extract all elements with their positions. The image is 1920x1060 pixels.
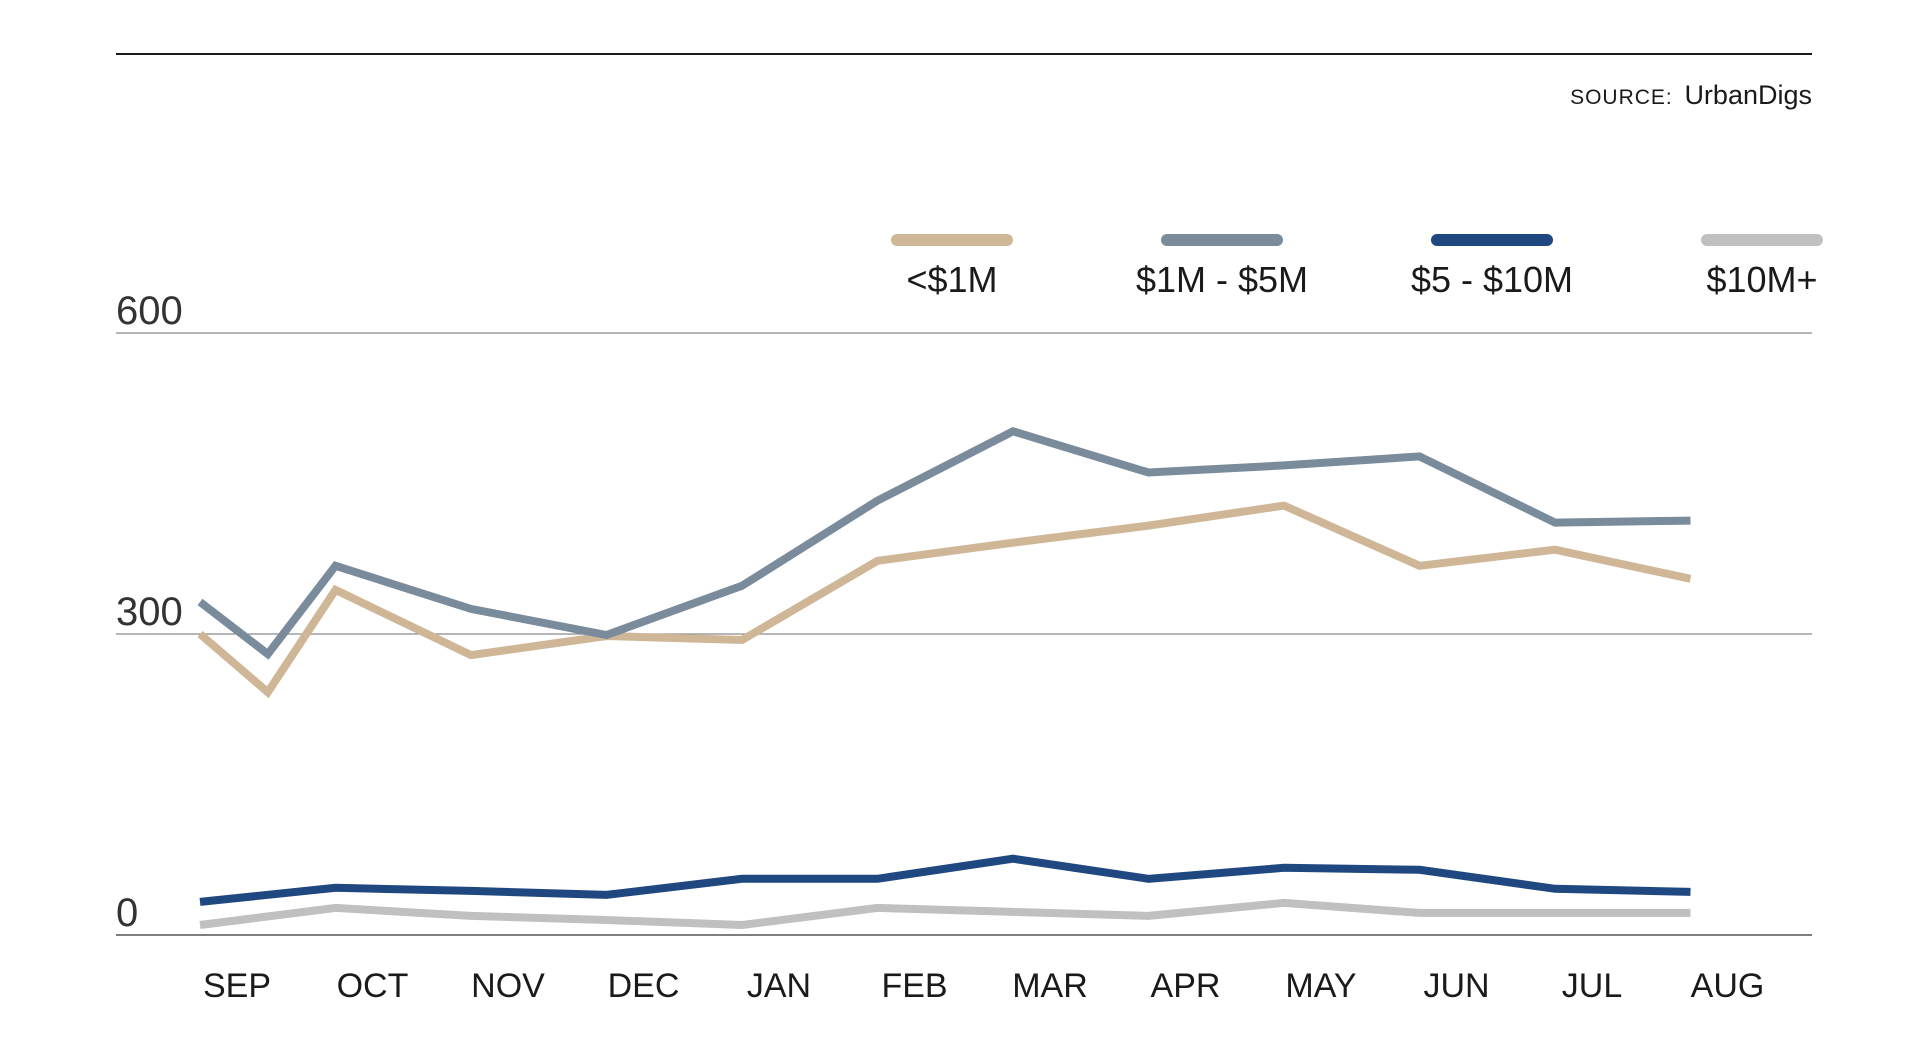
x-tick-label: SEP [203, 967, 271, 1005]
x-tick-label: JUL [1562, 967, 1622, 1005]
source-prefix: SOURCE: [1570, 86, 1673, 109]
y-tick-label: 600 [116, 289, 183, 333]
y-axis-ticks: 0 300 600 [116, 289, 183, 935]
grid [116, 332, 1812, 936]
x-tick-label: NOV [471, 967, 545, 1005]
legend: <$1M $1M - $5M $5 - $10M $10M+ [891, 234, 1823, 300]
y-tick-label: 300 [116, 590, 183, 634]
legend-label: $10M+ [1706, 259, 1817, 300]
x-tick-label: OCT [337, 967, 409, 1005]
series-line-2 [199, 854, 1691, 906]
series-lines [197, 427, 1692, 930]
y-tick-label: 0 [116, 891, 138, 935]
x-tick-label: DEC [608, 967, 680, 1005]
x-tick-label: JUN [1423, 967, 1489, 1005]
source-name: UrbanDigs [1684, 80, 1812, 110]
x-axis-ticks: SEP OCT NOV DEC JAN FEB MAR APR MAY JUN JUL AUG [203, 967, 1764, 1005]
x-tick-label: FEB [881, 967, 947, 1005]
series-line-3 [199, 898, 1691, 930]
legend-label: $5 - $10M [1411, 259, 1573, 300]
x-tick-label: MAY [1285, 967, 1356, 1005]
source-label: SOURCE: UrbanDigs [1570, 80, 1812, 110]
legend-label: <$1M [906, 259, 997, 300]
series-line-1 [197, 427, 1691, 660]
series-line-0 [197, 501, 1692, 699]
legend-label: $1M - $5M [1136, 259, 1308, 300]
x-tick-label: APR [1151, 967, 1221, 1005]
x-tick-label: MAR [1012, 967, 1088, 1005]
x-tick-label: JAN [747, 967, 811, 1005]
x-tick-label: AUG [1691, 967, 1765, 1005]
